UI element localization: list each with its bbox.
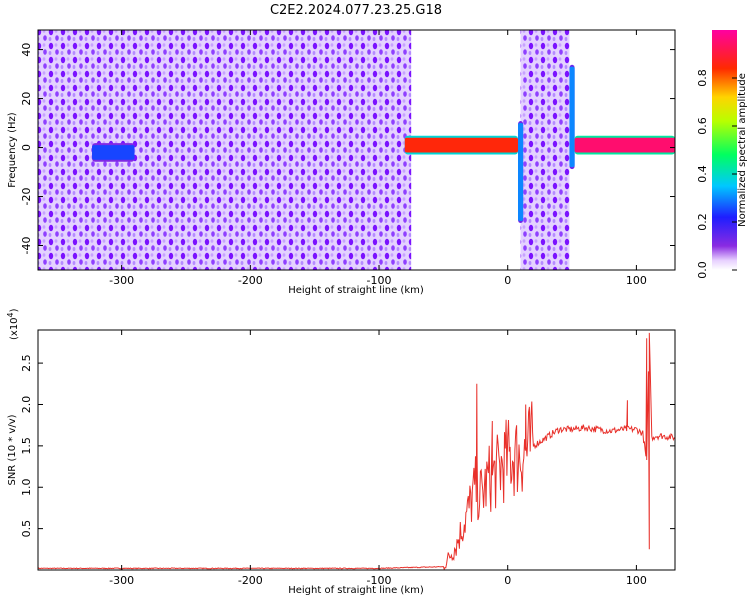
- spectrogram-y-tick-label: -40: [20, 237, 33, 255]
- spectrogram-y-axis-label: Frequency (Hz): [7, 112, 18, 188]
- spectrogram-y-tick-label: -20: [20, 188, 33, 206]
- colorbar: 0.0 0.2 0.4 0.6 0.8 Normalized spectral ampl…: [696, 30, 748, 279]
- spectrogram-y-tick-label: 40: [20, 43, 33, 57]
- noise-region: [520, 30, 570, 270]
- colorbar-tick-label: 0.6: [696, 117, 709, 135]
- colorbar-label: Normalized spectral amplitude: [737, 73, 748, 227]
- spectrogram-y-tick-label: 20: [20, 92, 33, 106]
- snr-panel: -300 -200 -100 0 100 0.5 1.0 1.5 2.0 2.5 Height o…: [6, 308, 676, 596]
- spectrogram-x-axis-label: Height of straight line (km): [288, 285, 424, 296]
- signal-feature: [518, 123, 524, 222]
- snr-y-tick-label: 0.5: [20, 520, 33, 538]
- colorbar-gradient: [712, 30, 737, 270]
- snr-x-tick-label: -100: [367, 574, 392, 587]
- spectrogram-frame: [37, 29, 676, 271]
- colorbar-tick-label: 0.4: [696, 165, 709, 183]
- spectrogram-x-tick-label: 100: [626, 274, 647, 287]
- spectrogram-x-tick-label: -100: [367, 274, 392, 287]
- signal-feature: [92, 145, 135, 160]
- snr-y-multiplier-close: ): [9, 308, 20, 312]
- snr-y-tick-label: 2.0: [20, 396, 33, 414]
- colorbar-tick-label: 0.8: [696, 69, 709, 87]
- snr-x-tick-label: 100: [626, 574, 647, 587]
- snr-y-tick-label: 1.0: [20, 478, 33, 496]
- colorbar-tick-label: 0.0: [696, 261, 709, 279]
- snr-frame: [37, 329, 676, 571]
- snr-y-tick-label: 2.5: [20, 354, 33, 372]
- snr-y-tick-label: 1.5: [20, 437, 33, 455]
- snr-y-multiplier: (x104): [6, 308, 20, 340]
- snr-x-axis-label: Height of straight line (km): [288, 585, 424, 596]
- signal-feature: [404, 137, 519, 153]
- snr-x-tick-label: -300: [109, 574, 134, 587]
- signal-feature: [574, 137, 675, 153]
- snr-y-multiplier-base: (x10: [9, 317, 20, 340]
- spectrogram-x-tick-label: -200: [238, 274, 263, 287]
- snr-y-axis-label: SNR (10 * v/v): [7, 414, 18, 485]
- snr-series-line: [38, 332, 675, 570]
- snr-background: [38, 330, 675, 570]
- spectrogram-x-tick-label: -300: [109, 274, 134, 287]
- signal-feature: [569, 66, 575, 168]
- colorbar-tick-label: 0.2: [696, 213, 709, 231]
- spectrogram-x-tick-label: 0: [504, 274, 511, 287]
- snr-x-tick-label: -200: [238, 574, 263, 587]
- snr-x-tick-label: 0: [504, 574, 511, 587]
- snr-y-multiplier-exponent: 4: [6, 312, 15, 317]
- chart-title: C2E2.2024.077.23.25.G18: [270, 3, 442, 18]
- spectrogram-y-tick-label: 0: [20, 144, 33, 151]
